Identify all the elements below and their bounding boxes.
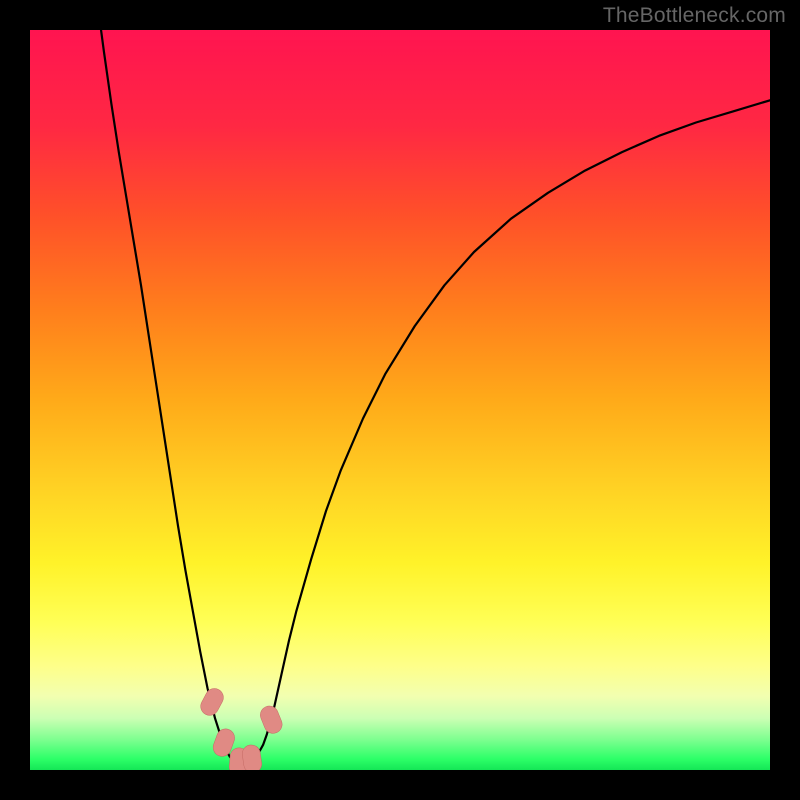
chart-plot-area bbox=[30, 30, 770, 770]
chart-svg bbox=[30, 30, 770, 770]
chart-background bbox=[30, 30, 770, 770]
watermark-text: TheBottleneck.com bbox=[603, 4, 786, 28]
